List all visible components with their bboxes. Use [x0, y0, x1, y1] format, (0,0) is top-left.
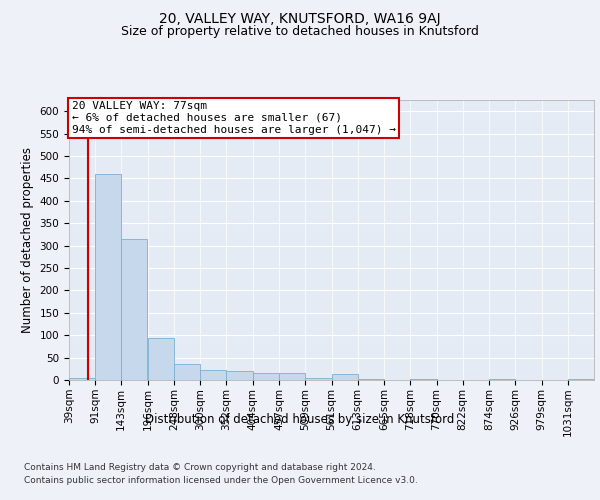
Bar — [69, 378, 95, 380]
Text: Contains HM Land Registry data © Crown copyright and database right 2024.: Contains HM Land Registry data © Crown c… — [24, 462, 376, 471]
Bar — [253, 374, 278, 380]
Bar — [410, 378, 437, 380]
Bar — [148, 338, 174, 380]
Bar — [200, 370, 226, 380]
Text: 20 VALLEY WAY: 77sqm
← 6% of detached houses are smaller (67)
94% of semi-detach: 20 VALLEY WAY: 77sqm ← 6% of detached ho… — [71, 102, 395, 134]
Bar — [174, 364, 200, 380]
Y-axis label: Number of detached properties: Number of detached properties — [21, 147, 34, 333]
Bar — [95, 174, 121, 380]
Bar — [358, 378, 384, 380]
Bar — [568, 378, 594, 380]
Bar — [305, 378, 332, 380]
Bar — [226, 371, 253, 380]
Text: Contains public sector information licensed under the Open Government Licence v3: Contains public sector information licen… — [24, 476, 418, 485]
Text: Distribution of detached houses by size in Knutsford: Distribution of detached houses by size … — [145, 412, 455, 426]
Text: 20, VALLEY WAY, KNUTSFORD, WA16 9AJ: 20, VALLEY WAY, KNUTSFORD, WA16 9AJ — [159, 12, 441, 26]
Bar — [121, 239, 148, 380]
Bar — [489, 378, 515, 380]
Text: Size of property relative to detached houses in Knutsford: Size of property relative to detached ho… — [121, 25, 479, 38]
Bar — [331, 374, 358, 380]
Bar — [279, 374, 305, 380]
